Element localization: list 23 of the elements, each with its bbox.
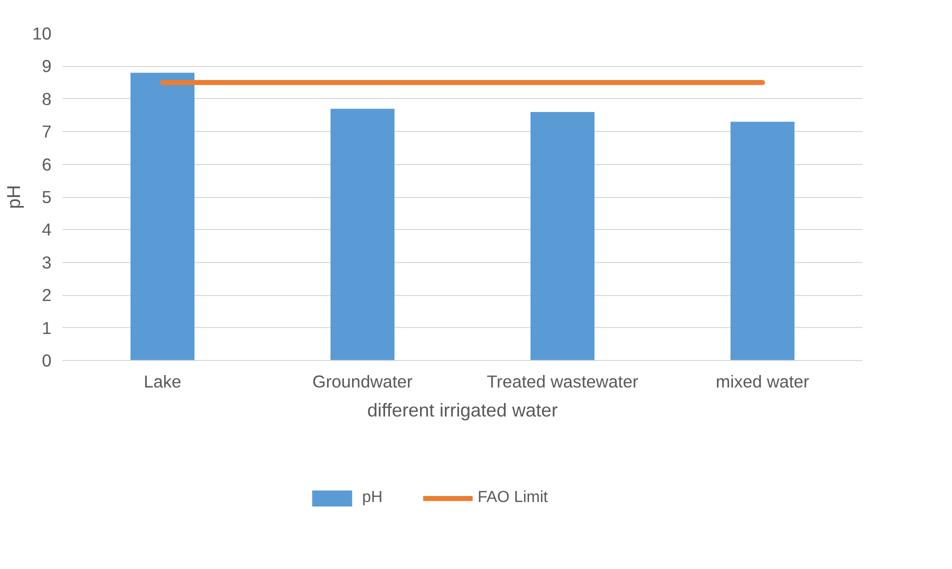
y-tick-label: 7 (42, 122, 52, 142)
legend-label: pH (362, 488, 383, 508)
bar (730, 122, 794, 360)
y-tick-label: 6 (42, 154, 52, 174)
x-axis-title: different irrigated water (367, 400, 558, 420)
y-tick-label: 4 (42, 220, 52, 240)
y-tick-label: 3 (42, 252, 52, 272)
y-tick-label: 0 (42, 350, 52, 370)
y-tick-label: 8 (42, 88, 52, 109)
bar (130, 72, 194, 360)
y-tick-label: 9 (42, 56, 52, 76)
y-tick-label: 2 (42, 285, 52, 306)
x-tick-label: Groundwater (312, 372, 413, 392)
y-tick-label: 1 (42, 318, 52, 338)
y-axis-title: pH (3, 185, 24, 209)
x-tick-label: Lake (144, 372, 182, 392)
y-tick-label: 10 (32, 24, 52, 44)
bar (530, 112, 594, 360)
bar (330, 108, 394, 360)
y-tick-label: 5 (42, 187, 52, 207)
x-tick-label: mixed water (716, 372, 810, 392)
legend-label: FAO Limit (478, 488, 548, 508)
x-tick-label: Treated wastewater (486, 372, 638, 392)
